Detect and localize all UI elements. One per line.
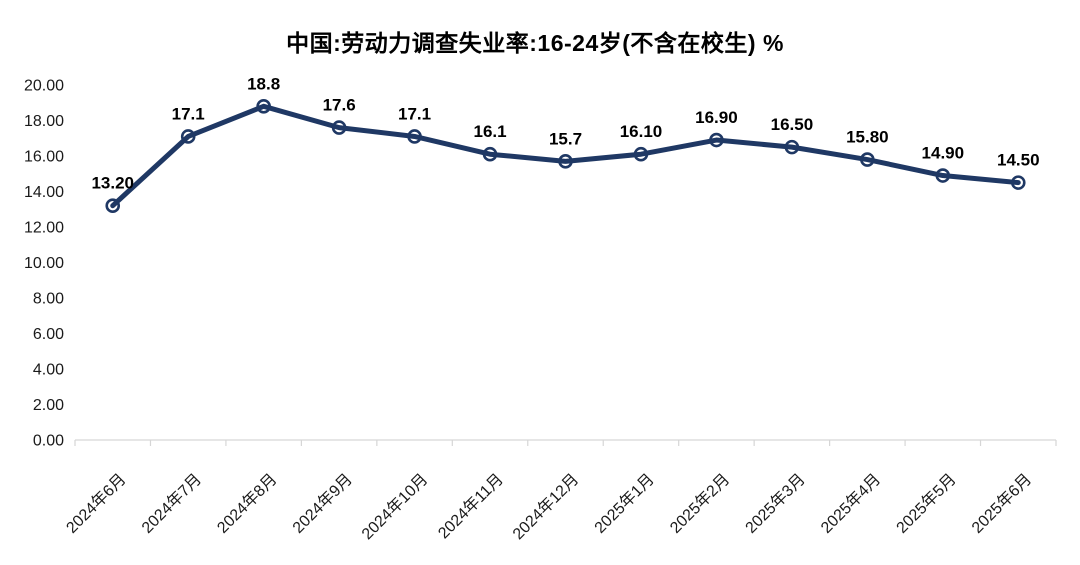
- y-axis-tick-label: 8.00: [33, 291, 64, 308]
- x-axis-tick-label: 2024年9月: [289, 470, 356, 537]
- data-point-marker: [105, 198, 121, 213]
- y-axis-tick-label: 16.00: [24, 149, 64, 166]
- x-axis-tick-label: 2024年8月: [214, 470, 281, 537]
- x-axis-tick-label: 2025年6月: [968, 470, 1035, 537]
- data-point-label: 16.50: [771, 115, 814, 134]
- y-axis-tick-label: 14.00: [24, 184, 64, 201]
- data-point-marker: [331, 120, 347, 135]
- y-axis-tick-label: 6.00: [33, 326, 64, 343]
- y-axis-tick-label: 20.00: [24, 78, 64, 95]
- y-axis-tick-label: 2.00: [33, 397, 64, 414]
- x-axis-tick-label: 2025年1月: [591, 470, 658, 537]
- y-axis-tick-label: 10.00: [24, 255, 64, 272]
- data-point-label: 18.8: [247, 74, 280, 93]
- series-line: [110, 103, 1021, 209]
- data-point-marker: [256, 99, 271, 114]
- x-axis-tick-label: 2025年3月: [742, 470, 809, 537]
- data-point-label: 14.90: [922, 144, 965, 163]
- y-axis-tick-label: 18.00: [24, 113, 64, 130]
- chart-title: 中国:劳动力调查失业率:16-24岁(不含在校生) %: [286, 30, 784, 56]
- data-point-marker: [407, 129, 422, 144]
- y-axis-tick-label: 4.00: [33, 362, 64, 379]
- data-point-label: 16.90: [695, 108, 738, 127]
- x-axis-tick-label: 2025年2月: [666, 470, 733, 537]
- data-point-label: 14.50: [997, 151, 1040, 170]
- y-axis-tick-label: 0.00: [33, 433, 64, 450]
- data-point-marker: [709, 132, 724, 148]
- data-point-marker: [180, 129, 196, 144]
- data-point-label: 15.80: [846, 128, 889, 147]
- data-point-marker: [633, 146, 649, 162]
- x-axis-tick-label: 2025年4月: [817, 470, 884, 537]
- y-axis-tick-label: 12.00: [24, 220, 64, 237]
- x-axis-tick-label: 2025年5月: [893, 470, 960, 537]
- x-axis-tick-label: 2024年6月: [63, 470, 130, 537]
- data-point-label: 17.1: [398, 104, 431, 123]
- data-point-marker: [482, 146, 498, 162]
- x-axis-tick-label: 2024年10月: [358, 470, 431, 543]
- data-point-label: 15.7: [549, 129, 582, 148]
- x-axis-tick-label: 2024年11月: [435, 470, 507, 542]
- data-point-label: 16.1: [473, 122, 506, 141]
- data-point-label: 17.6: [323, 96, 356, 115]
- data-point-marker: [558, 154, 573, 169]
- x-axis-tick-label: 2024年7月: [138, 470, 205, 537]
- data-point-marker: [860, 152, 875, 167]
- data-point-label: 16.10: [620, 122, 663, 141]
- x-axis-tick-label: 2024年12月: [509, 470, 582, 543]
- data-point-label: 13.20: [91, 174, 134, 193]
- data-point-label: 17.1: [172, 104, 205, 123]
- data-point-marker: [1010, 175, 1026, 190]
- data-point-marker: [935, 168, 951, 183]
- data-point-marker: [784, 139, 800, 155]
